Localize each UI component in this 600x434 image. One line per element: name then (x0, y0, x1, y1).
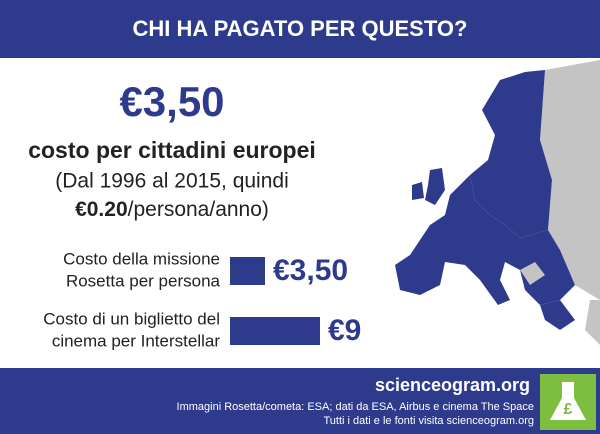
headline-amount: €3,50 (119, 78, 224, 125)
note-rest: /persona/anno) (128, 198, 269, 221)
item-label: Costo della missione (63, 249, 220, 268)
headline-subtitle: costo per cittadini europei (28, 137, 316, 163)
note-bold: €0.20 (75, 198, 128, 221)
europe-map (395, 60, 600, 345)
footer-sources: Tutti i dati e le fonti visita scienceog… (323, 415, 534, 427)
headline-note: €0.20/persona/anno) (75, 198, 269, 221)
footer-credits: Immagini Rosetta/cometa: ESA; dati da ES… (177, 401, 534, 413)
logo: £ (540, 374, 596, 430)
svg-text:£: £ (564, 401, 573, 418)
header-band (0, 0, 600, 58)
value-label: €9 (328, 314, 361, 347)
headline-note: (Dal 1996 al 2015, quindi (55, 170, 289, 193)
footer-site: scienceogram.org (375, 375, 530, 395)
item-label: Costo di un biglietto del (43, 309, 220, 328)
header-title: CHI HA PAGATO PER QUESTO? (133, 16, 468, 41)
item-label: cinema per Interstellar (52, 331, 221, 350)
comparison: Costo della missione Rosetta per persona €… (43, 249, 361, 350)
bar (230, 257, 265, 285)
footer-band (0, 368, 600, 434)
value-label: €3,50 (273, 254, 348, 287)
item-label: Rosetta per persona (66, 271, 221, 290)
bar (230, 317, 320, 345)
